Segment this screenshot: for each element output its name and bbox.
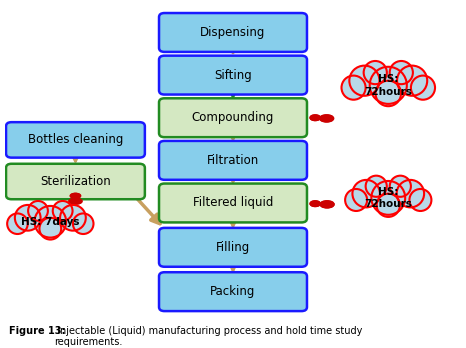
Ellipse shape <box>15 205 41 231</box>
Ellipse shape <box>345 189 367 211</box>
Ellipse shape <box>70 193 81 198</box>
Text: Dispensing: Dispensing <box>200 26 266 39</box>
FancyBboxPatch shape <box>159 98 307 137</box>
Text: HS: 7days: HS: 7days <box>21 217 80 227</box>
Ellipse shape <box>7 213 28 234</box>
Text: Compounding: Compounding <box>192 111 274 124</box>
FancyBboxPatch shape <box>159 56 307 95</box>
Ellipse shape <box>320 115 334 122</box>
Text: Figure 13:: Figure 13: <box>9 326 66 336</box>
Ellipse shape <box>370 67 407 104</box>
Text: Packing: Packing <box>210 285 256 298</box>
FancyBboxPatch shape <box>159 228 307 267</box>
Text: Sterilization: Sterilization <box>40 175 111 188</box>
Ellipse shape <box>73 213 94 234</box>
Ellipse shape <box>397 66 427 96</box>
Ellipse shape <box>352 180 380 207</box>
Ellipse shape <box>410 189 432 211</box>
FancyBboxPatch shape <box>159 141 307 180</box>
FancyBboxPatch shape <box>159 13 307 52</box>
Ellipse shape <box>34 206 66 238</box>
Ellipse shape <box>390 176 411 197</box>
Text: Filtration: Filtration <box>207 154 259 167</box>
Text: Sifting: Sifting <box>214 69 252 81</box>
Text: HS:
72hours: HS: 72hours <box>364 187 412 209</box>
Text: HS:
72hours: HS: 72hours <box>364 74 412 96</box>
Ellipse shape <box>376 81 401 106</box>
Ellipse shape <box>320 201 334 208</box>
FancyBboxPatch shape <box>6 122 145 158</box>
Text: Injectable (Liquid) manufacturing process and hold time study
requirements.: Injectable (Liquid) manufacturing proces… <box>54 326 363 347</box>
FancyBboxPatch shape <box>6 164 145 199</box>
Ellipse shape <box>53 201 73 221</box>
Ellipse shape <box>366 176 387 197</box>
Ellipse shape <box>377 193 400 217</box>
Ellipse shape <box>40 218 61 239</box>
Ellipse shape <box>397 180 424 207</box>
Text: Filtered liquid: Filtered liquid <box>193 197 273 209</box>
Text: Filling: Filling <box>216 241 250 254</box>
Ellipse shape <box>69 199 82 204</box>
Ellipse shape <box>411 76 435 100</box>
FancyBboxPatch shape <box>159 183 307 222</box>
Ellipse shape <box>310 115 320 120</box>
Ellipse shape <box>28 201 48 221</box>
Ellipse shape <box>60 205 86 231</box>
Ellipse shape <box>342 76 366 100</box>
Ellipse shape <box>371 181 405 215</box>
Ellipse shape <box>363 61 387 84</box>
FancyBboxPatch shape <box>159 272 307 311</box>
Ellipse shape <box>310 201 320 206</box>
Ellipse shape <box>390 61 413 84</box>
Ellipse shape <box>350 66 379 96</box>
Text: Bottles cleaning: Bottles cleaning <box>28 133 123 147</box>
